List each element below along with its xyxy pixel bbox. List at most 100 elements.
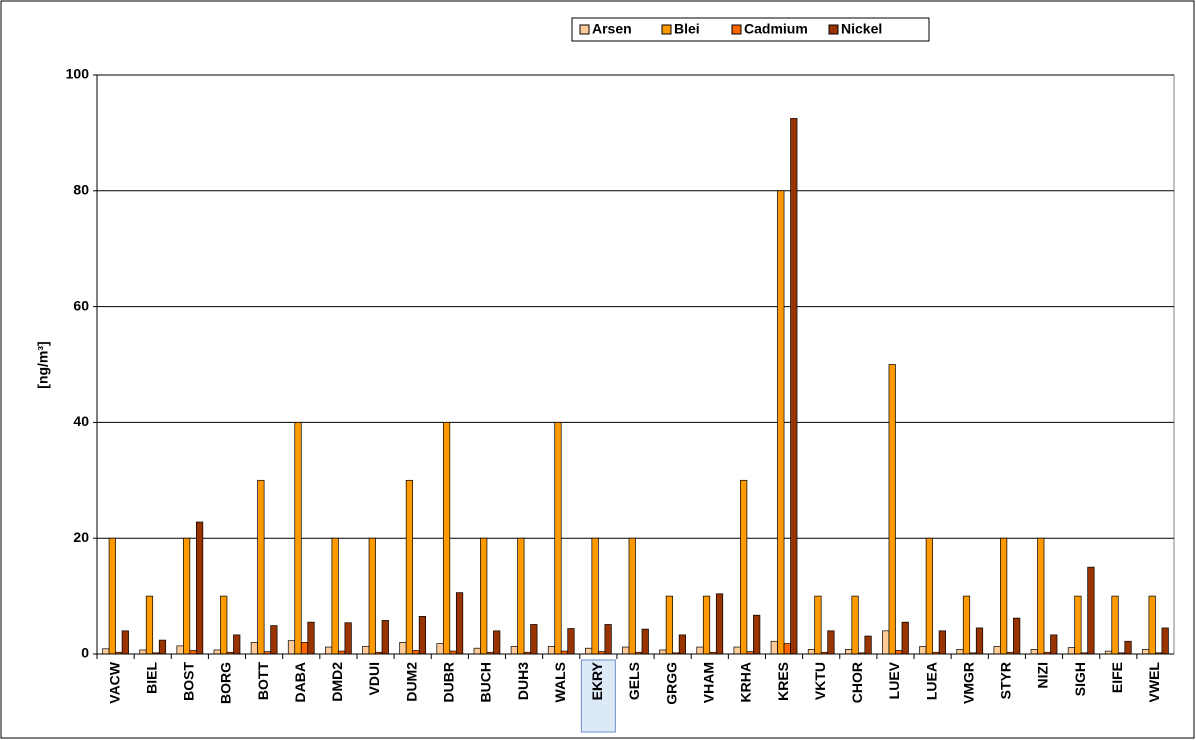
x-tick-label: WALS — [552, 662, 568, 702]
legend-label: Blei — [674, 21, 700, 37]
bar — [901, 621, 909, 655]
bar — [189, 650, 197, 655]
x-tick-label: GRGG — [663, 662, 679, 705]
bar — [362, 646, 370, 655]
bar — [1067, 647, 1076, 655]
bar — [325, 646, 333, 655]
x-tick-label: SIGH — [1072, 662, 1088, 696]
bar — [827, 630, 835, 655]
x-tick-label: DMD2 — [329, 662, 345, 702]
legend-label: Nickel — [841, 21, 882, 37]
bar — [220, 595, 228, 655]
x-tick-label: DUM2 — [403, 662, 419, 702]
x-tick-label: VDUI — [366, 662, 382, 695]
bar — [962, 595, 971, 655]
bar — [547, 646, 556, 655]
bar — [585, 647, 593, 655]
bar — [807, 649, 816, 655]
bar — [715, 593, 724, 655]
bar — [740, 479, 748, 655]
bar — [1030, 649, 1038, 655]
bar — [567, 628, 575, 655]
bar — [882, 630, 890, 655]
legend-swatch — [828, 24, 839, 35]
bar — [864, 635, 872, 655]
x-tick-label: BOTT — [255, 662, 271, 701]
bar — [770, 640, 778, 655]
bar — [250, 642, 258, 655]
legend-swatch — [661, 24, 672, 35]
bar — [753, 614, 761, 655]
bar — [659, 649, 667, 655]
bar — [331, 537, 339, 655]
x-tick-label: KRHA — [738, 662, 754, 702]
bar — [510, 646, 518, 655]
bar — [418, 616, 427, 655]
bar — [473, 647, 481, 655]
x-tick-label: DABA — [292, 662, 308, 702]
x-tick-label: NIZI — [1035, 662, 1051, 688]
bar — [480, 537, 488, 655]
bar — [493, 630, 501, 655]
x-tick-label: BOST — [181, 662, 197, 701]
x-tick-label: BIEL — [143, 662, 159, 694]
bar — [844, 649, 853, 655]
bar — [702, 595, 711, 655]
x-tick-label: BUCH — [478, 662, 494, 702]
x-tick-label: CHOR — [849, 662, 865, 703]
bar — [1037, 537, 1045, 655]
x-tick-label: VACW — [106, 661, 122, 704]
bar — [1148, 595, 1156, 655]
bar — [176, 645, 184, 655]
legend-swatch — [579, 24, 590, 35]
bar — [733, 646, 741, 655]
bar — [195, 521, 204, 655]
bar — [975, 627, 984, 655]
y-axis-label: [ng/m³] — [35, 341, 51, 388]
x-tick-label: LUEA — [923, 662, 939, 700]
bar — [442, 422, 451, 655]
bar — [287, 640, 296, 655]
bar — [1087, 566, 1095, 655]
x-tick-label: VKTU — [812, 662, 828, 700]
legend-label: Cadmium — [744, 21, 808, 37]
x-tick-label: STYR — [998, 662, 1014, 699]
legend-box — [571, 17, 930, 42]
bar — [270, 625, 278, 655]
bar — [257, 479, 265, 655]
bar — [783, 643, 791, 655]
bar — [1000, 537, 1008, 655]
bar — [121, 630, 129, 655]
y-tick-label: 20 — [73, 529, 89, 545]
bar — [399, 642, 407, 655]
bar — [102, 648, 110, 655]
bar — [139, 649, 147, 655]
bar — [925, 537, 933, 655]
bar — [622, 646, 630, 655]
bar — [554, 422, 562, 655]
bar — [455, 592, 464, 655]
bar — [790, 118, 798, 655]
bar — [993, 646, 1001, 655]
y-tick-label: 0 — [81, 645, 89, 661]
bar — [405, 479, 414, 655]
bar — [1161, 627, 1169, 655]
bar — [1142, 649, 1150, 655]
bar — [145, 595, 154, 655]
x-tick-label: DUBR — [441, 662, 457, 702]
y-tick-label: 80 — [73, 182, 89, 198]
bar — [307, 621, 315, 655]
bar — [294, 422, 302, 655]
bar — [665, 595, 673, 655]
bar — [300, 642, 309, 655]
x-tick-label: VWEL — [1146, 662, 1162, 703]
bar — [888, 364, 896, 655]
x-tick-label: EIFE — [1109, 662, 1125, 693]
bar — [696, 646, 704, 655]
bar — [381, 620, 389, 655]
bar — [1124, 640, 1132, 655]
bar — [1111, 595, 1119, 655]
bar — [368, 537, 376, 655]
bar — [678, 634, 686, 655]
bar — [344, 622, 352, 655]
